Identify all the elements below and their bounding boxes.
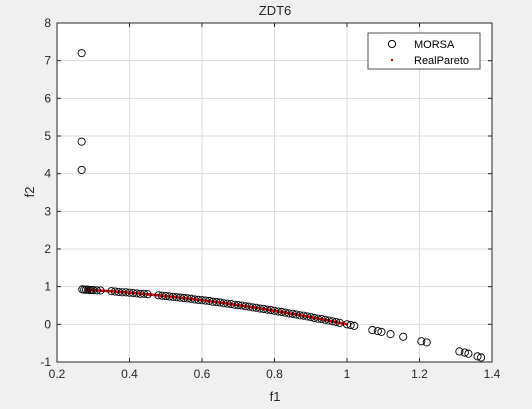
y-tick-label: 8: [44, 16, 51, 30]
morsa-series: [77, 49, 486, 362]
morsa-point: [346, 321, 355, 330]
y-axis-label: f2: [22, 187, 37, 198]
x-tick-label: 0.6: [194, 367, 211, 381]
x-tick-labels: 0.2 0.4 0.6 0.8 1 1.2 1.4: [49, 367, 501, 381]
morsa-point: [464, 349, 473, 358]
morsa-point: [455, 347, 464, 356]
morsa-point: [377, 327, 386, 336]
morsa-point: [77, 49, 86, 58]
x-tick-label: 1.2: [411, 367, 428, 381]
y-tick-label: 3: [44, 204, 51, 218]
morsa-point: [477, 353, 486, 362]
chart-title: ZDT6: [259, 3, 292, 18]
axis-ticks: [56, 22, 493, 363]
y-tick-label: 1: [44, 280, 51, 294]
morsa-point: [77, 165, 86, 174]
legend: MORSA RealPareto: [367, 32, 481, 70]
y-tick-label: 5: [44, 129, 51, 143]
y-tick-label: 6: [44, 91, 51, 105]
y-tick-label: 2: [44, 242, 51, 256]
y-tick-labels: -1 0 1 2 3 4 5 6 7 8: [40, 16, 51, 369]
y-tick-label: 4: [44, 167, 51, 181]
y-tick-label: 7: [44, 54, 51, 68]
morsa-point: [77, 137, 86, 146]
morsa-point: [368, 325, 377, 335]
x-tick-label: 0.2: [49, 367, 66, 381]
morsa-point: [386, 330, 395, 339]
x-tick-label: 1.4: [484, 367, 501, 381]
morsa-point: [422, 338, 431, 347]
morsa-point: [96, 286, 105, 295]
x-tick-label: 0.4: [121, 367, 138, 381]
y-tick-label: 0: [44, 317, 51, 331]
morsa-point: [399, 332, 408, 341]
morsa-point: [373, 327, 382, 336]
morsa-point: [417, 337, 426, 346]
morsa-point: [350, 321, 359, 330]
y-tick-label: -1: [40, 355, 51, 369]
morsa-point: [460, 348, 469, 357]
legend-box: [367, 32, 481, 70]
morsa-point: [139, 289, 149, 298]
legend-label-realpareto: RealPareto: [414, 55, 469, 67]
legend-marker-realpareto: [390, 58, 394, 62]
x-axis-label: f1: [270, 389, 281, 404]
legend-marker-morsa: [387, 39, 397, 49]
x-tick-label: 1: [344, 367, 351, 381]
legend-label-morsa: MORSA: [414, 39, 455, 51]
morsa-point: [332, 318, 341, 327]
x-tick-label: 0.8: [266, 367, 283, 381]
morsa-point: [92, 286, 101, 295]
morsa-point: [143, 290, 152, 299]
morsa-point: [473, 352, 482, 361]
